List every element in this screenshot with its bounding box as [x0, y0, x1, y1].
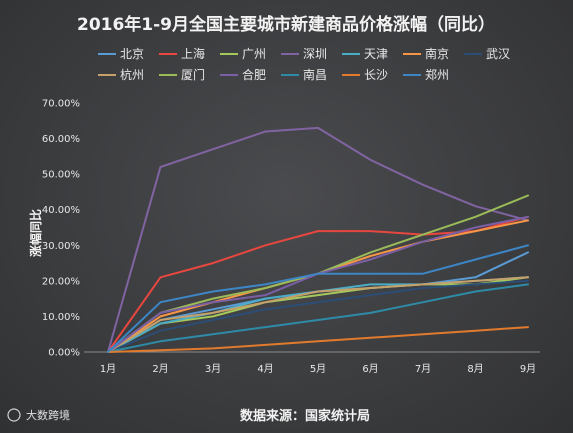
y-tick-label: 10.00%	[42, 312, 80, 323]
watermark-logo: 大数跨境	[7, 408, 70, 422]
y-axis: 0.00% 10.00% 20.00% 30.00% 40.00% 50.00% 60.00…	[42, 99, 540, 359]
legend-label: 合肥	[242, 67, 266, 82]
legend-label: 郑州	[425, 67, 449, 82]
x-axis: 1月 2月 3月 4月 5月 6月 7月 8月 9月	[100, 363, 536, 375]
y-tick-label: 0.00%	[48, 348, 80, 359]
legend-label: 广州	[242, 47, 266, 61]
x-tick-label: 2月	[152, 363, 168, 375]
chart-title: 2016年1-9月全国主要城市新建商品价格涨幅（同比）	[77, 14, 495, 35]
series-line-3	[107, 126, 529, 353]
x-tick-label: 1月	[100, 363, 116, 375]
y-tick-label: 40.00%	[42, 205, 80, 216]
x-tick-label: 3月	[205, 363, 221, 375]
legend-label: 武汉	[486, 47, 510, 61]
x-tick-label: 6月	[362, 363, 378, 375]
legend-label: 杭州	[120, 67, 144, 82]
x-tick-label: 7月	[415, 363, 431, 375]
legend-label: 南昌	[303, 67, 327, 82]
y-tick-label: 30.00%	[42, 241, 80, 252]
source-note: 数据来源：国家统计局	[240, 408, 370, 424]
series-lines	[107, 126, 529, 353]
legend-label: 南京	[425, 46, 449, 61]
series-line-12	[107, 244, 529, 353]
legend-label: 北京	[120, 47, 144, 61]
legend-label: 天津	[364, 47, 388, 61]
y-axis-label: 涨幅同比	[28, 209, 43, 257]
series-line-10	[107, 283, 529, 353]
series-line-11	[107, 326, 529, 353]
series-line-2	[107, 276, 529, 353]
y-tick-label: 70.00%	[42, 99, 80, 110]
x-tick-label: 9月	[520, 363, 536, 375]
x-tick-label: 4月	[257, 363, 273, 375]
legend-label: 深圳	[303, 47, 327, 61]
x-tick-label: 8月	[467, 363, 483, 375]
watermark-text: 大数跨境	[26, 408, 70, 422]
legend-label: 厦门	[181, 67, 205, 82]
legend-label: 长沙	[364, 68, 388, 82]
y-tick-label: 50.00%	[42, 170, 80, 181]
series-line-6	[107, 279, 529, 353]
y-tick-label: 60.00%	[42, 134, 80, 145]
legend-label: 上海	[181, 46, 205, 61]
series-line-7	[107, 276, 529, 353]
y-tick-label: 20.00%	[42, 276, 80, 287]
x-tick-label: 5月	[310, 363, 326, 375]
